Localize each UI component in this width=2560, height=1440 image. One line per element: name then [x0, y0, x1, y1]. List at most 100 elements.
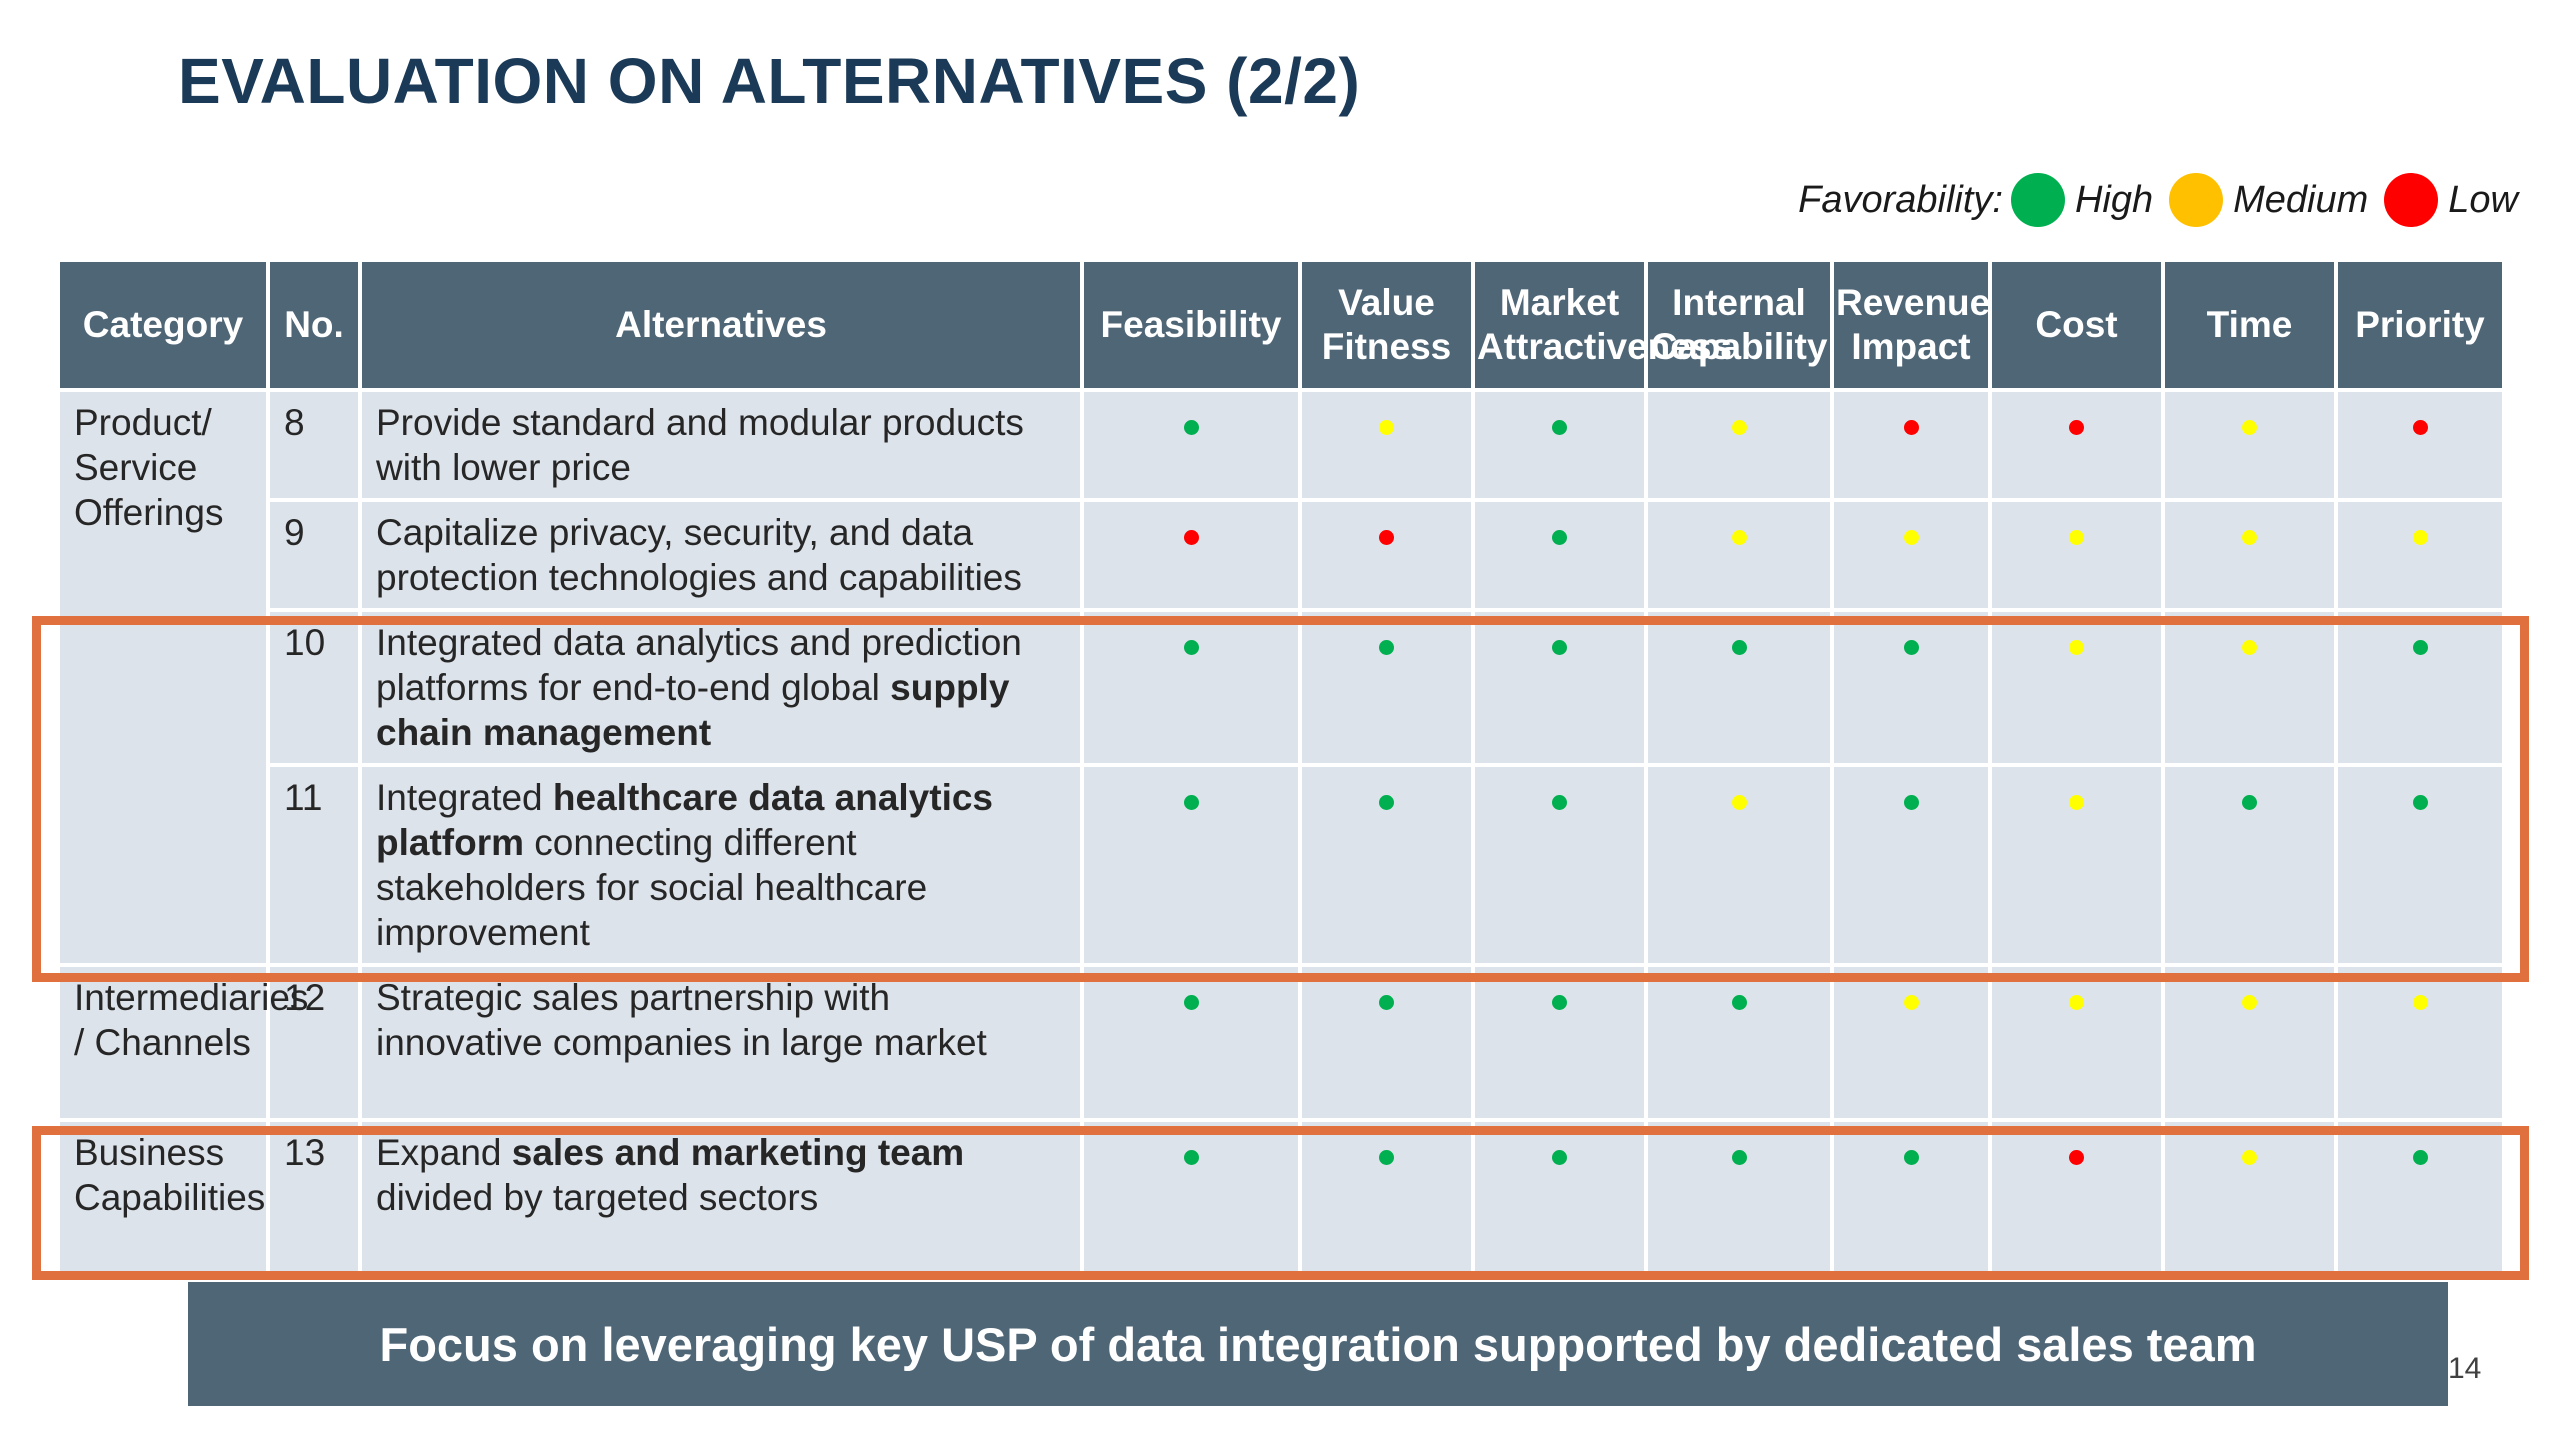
- header-category: Category: [56, 258, 270, 392]
- rating-cell-market-attractiveness: [1471, 498, 1648, 612]
- rating-dot-green: [2412, 795, 2428, 810]
- rating-cell-market-attractiveness: [1471, 388, 1648, 502]
- header-feasibility: Feasibility: [1080, 258, 1302, 392]
- alternative-segment: connecting different stakeholders for so…: [376, 822, 928, 953]
- rating-dot-green: [1379, 1150, 1394, 1165]
- rating-cell-time: [2161, 498, 2338, 612]
- rating-cell-revenue-impact: [1830, 1118, 1992, 1277]
- rating-cell-feasibility: [1080, 1118, 1302, 1277]
- legend-low-label: Low: [2448, 178, 2518, 221]
- rating-dot-yellow: [2412, 530, 2428, 545]
- rating-dot-green: [1379, 995, 1394, 1010]
- rating-dot-green: [1903, 1150, 1919, 1165]
- rating-cell-internal-capability: [1644, 963, 1834, 1122]
- rating-cell-time: [2161, 608, 2338, 767]
- rating-dot-green: [1552, 640, 1567, 655]
- rating-dot-red: [1183, 530, 1199, 545]
- rating-dot-red: [2069, 420, 2084, 435]
- rating-cell-priority: [2334, 763, 2506, 967]
- alternatives-table: Category No. Alternatives Feasibility Va…: [56, 258, 2506, 1277]
- rating-cell-internal-capability: [1644, 763, 1834, 967]
- rating-cell-internal-capability: [1644, 498, 1834, 612]
- rating-dot-green: [1183, 995, 1199, 1010]
- rating-cell-value-fitness: [1298, 963, 1475, 1122]
- rating-cell-market-attractiveness: [1471, 963, 1648, 1122]
- header-no: No.: [266, 258, 362, 392]
- rating-cell-value-fitness: [1298, 763, 1475, 967]
- alternative-text: Integrated data analytics and prediction…: [358, 608, 1084, 767]
- alternative-emphasis: healthcare data analytics platform: [376, 777, 994, 863]
- rating-dot-yellow: [1731, 795, 1747, 810]
- rating-cell-cost: [1988, 608, 2165, 767]
- alternative-text: Integrated healthcare data analytics pla…: [358, 763, 1084, 967]
- rating-dot-green: [1731, 995, 1747, 1010]
- rating-cell-priority: [2334, 963, 2506, 1122]
- category-cell: Product/ Service Offerings: [56, 388, 270, 967]
- alternative-segment: Integrated: [376, 777, 553, 818]
- rating-dot-green: [1552, 530, 1567, 545]
- favorability-legend: Favorability: High Medium Low: [1798, 170, 2526, 230]
- legend-low-dot: [2384, 173, 2439, 227]
- row-number: 13: [266, 1118, 362, 1277]
- rating-cell-internal-capability: [1644, 1118, 1834, 1277]
- rating-dot-green: [2412, 1150, 2428, 1165]
- alternative-segment: Strategic sales partnership with innovat…: [376, 977, 987, 1063]
- rating-cell-internal-capability: [1644, 388, 1834, 502]
- rating-cell-market-attractiveness: [1471, 608, 1648, 767]
- rating-dot-green: [1731, 1150, 1747, 1165]
- alternative-text: Provide standard and modular products wi…: [358, 388, 1084, 502]
- rating-dot-red: [1903, 420, 1919, 435]
- rating-cell-time: [2161, 763, 2338, 967]
- rating-dot-green: [1903, 795, 1919, 810]
- row-number: 9: [266, 498, 362, 612]
- legend-high-label: High: [2074, 178, 2154, 221]
- rating-dot-yellow: [2069, 995, 2084, 1010]
- rating-cell-cost: [1988, 1118, 2165, 1277]
- rating-dot-yellow: [2069, 530, 2084, 545]
- rating-cell-revenue-impact: [1830, 963, 1992, 1122]
- rating-cell-time: [2161, 388, 2338, 502]
- rating-dot-green: [1183, 1150, 1199, 1165]
- header-market-attractiveness: Market Attractiveness: [1471, 258, 1732, 392]
- page-number: 14: [2448, 1352, 2482, 1385]
- header-internal-capability: Internal Capability: [1644, 258, 1834, 392]
- rating-cell-value-fitness: [1298, 1118, 1475, 1277]
- alternative-segment: Expand: [376, 1132, 512, 1173]
- table-row: Product/ Service Offerings 8 Provide sta…: [56, 388, 2506, 967]
- rating-dot-green: [1552, 1150, 1567, 1165]
- alternative-emphasis: supply chain management: [376, 667, 1010, 753]
- rating-cell-revenue-impact: [1830, 388, 1992, 502]
- rating-dot-red: [1379, 530, 1394, 545]
- rating-cell-feasibility: [1080, 388, 1302, 502]
- rating-cell-internal-capability: [1644, 608, 1834, 767]
- rating-dot-yellow: [2069, 795, 2084, 810]
- table-row: 10 Integrated data analytics and predict…: [58, 608, 2506, 767]
- category-cell: Business Capabilities: [56, 1118, 270, 1277]
- alternative-segment: Integrated data analytics and prediction…: [376, 622, 1022, 708]
- rating-cell-feasibility: [1080, 608, 1302, 767]
- rating-dot-yellow: [2242, 420, 2257, 435]
- alternative-segment: divided by targeted sectors: [376, 1177, 819, 1218]
- rating-dot-yellow: [1903, 530, 1919, 545]
- rating-cell-cost: [1988, 763, 2165, 967]
- rating-cell-feasibility: [1080, 963, 1302, 1122]
- legend-label: Favorability:: [1798, 178, 2003, 221]
- table-header-row: Category No. Alternatives Feasibility Va…: [56, 258, 2506, 392]
- rating-cell-priority: [2334, 608, 2506, 767]
- header-value-fitness: Value Fitness: [1298, 258, 1475, 392]
- rating-dot-yellow: [2412, 995, 2428, 1010]
- alternative-text: Capitalize privacy, security, and data p…: [358, 498, 1084, 612]
- rating-cell-priority: [2334, 498, 2506, 612]
- rating-dot-red: [2069, 1150, 2084, 1165]
- rating-cell-value-fitness: [1298, 608, 1475, 767]
- alternative-emphasis: sales and marketing team: [511, 1132, 965, 1173]
- alternative-text: Strategic sales partnership with innovat…: [358, 963, 1084, 1122]
- row-number: 12: [266, 963, 362, 1122]
- alternative-segment: Capitalize privacy, security, and data p…: [376, 512, 1022, 598]
- rating-cell-cost: [1988, 388, 2165, 502]
- row-number: 10: [266, 608, 362, 767]
- rating-dot-green: [2412, 640, 2428, 655]
- rating-cell-value-fitness: [1298, 388, 1475, 502]
- header-cost: Cost: [1988, 258, 2165, 392]
- rating-dot-green: [1379, 795, 1394, 810]
